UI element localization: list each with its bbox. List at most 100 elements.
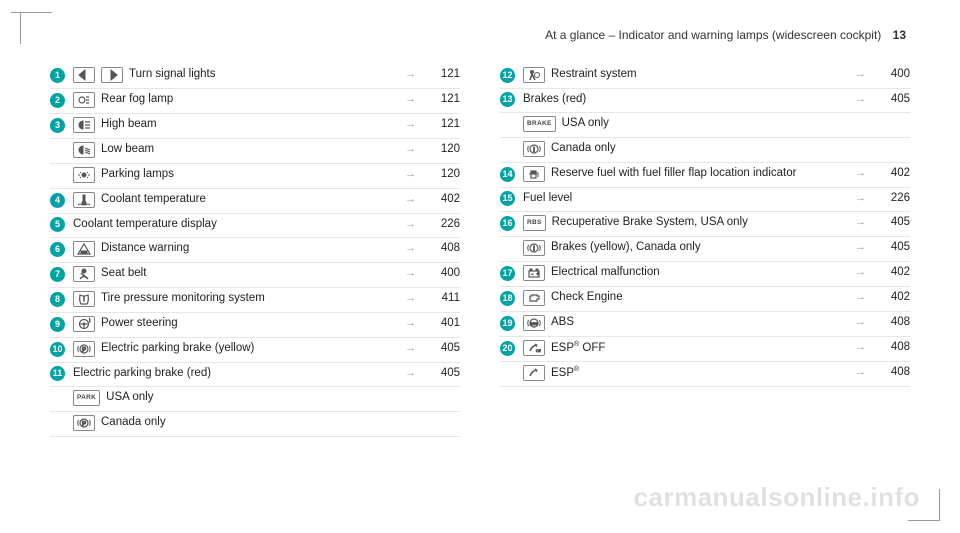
item-label: ESP® bbox=[551, 366, 855, 381]
parking-lamps-icon bbox=[73, 167, 95, 183]
item-page-ref: 121 bbox=[428, 93, 460, 107]
page-ref-arrow-icon: → bbox=[405, 218, 416, 231]
rear-fog-icon bbox=[73, 92, 95, 108]
item-page-ref: 408 bbox=[878, 341, 910, 355]
page-ref-arrow-icon: → bbox=[405, 93, 416, 106]
item-number-circle bbox=[500, 142, 515, 157]
item-page-ref: 402 bbox=[428, 193, 460, 207]
item-number-circle bbox=[500, 117, 515, 132]
page-ref-arrow-icon: → bbox=[405, 267, 416, 280]
fuel-flap-icon bbox=[523, 166, 545, 182]
list-row: 19ABS→408 bbox=[500, 312, 910, 337]
page-ref-arrow-icon: → bbox=[405, 118, 416, 131]
list-row: Canada only bbox=[50, 412, 460, 437]
page-ref-arrow-icon: → bbox=[855, 316, 866, 329]
item-label: Rear fog lamp bbox=[101, 93, 405, 107]
list-row: 4Coolant temperature→402 bbox=[50, 189, 460, 214]
item-page-ref: 408 bbox=[428, 242, 460, 256]
item-label: Coolant temperature display bbox=[73, 218, 405, 232]
item-label: Recuperative Brake System, USA only bbox=[552, 216, 855, 230]
item-label: High beam bbox=[101, 118, 405, 132]
list-row: 15Fuel level→226 bbox=[500, 188, 910, 212]
page-ref-arrow-icon: → bbox=[405, 143, 416, 156]
corner-decoration-top-left bbox=[20, 12, 52, 44]
item-number-circle: 18 bbox=[500, 291, 515, 306]
right-column: 12 Restraint system → 400 13 Brakes (red) → 405… bbox=[500, 64, 910, 437]
left-column: 1Turn signal lights→1212Rear fog lamp→12… bbox=[50, 64, 460, 437]
page-ref-arrow-icon: → bbox=[855, 366, 866, 379]
item-number-circle bbox=[50, 168, 65, 183]
item-number-circle bbox=[500, 366, 515, 381]
low-beam-icon bbox=[73, 142, 95, 158]
page-ref-arrow-icon: → bbox=[405, 292, 416, 305]
list-row: 14 Reserve fuel with fuel filler flap loc… bbox=[500, 163, 910, 188]
item-page-ref: 121 bbox=[428, 118, 460, 132]
list-row: Parking lamps→120 bbox=[50, 164, 460, 189]
item-label: Low beam bbox=[101, 143, 405, 157]
brake-circle-ex-icon bbox=[523, 141, 545, 157]
item-label: Fuel level bbox=[523, 192, 855, 206]
list-row: 18 Check Engine→ 402 bbox=[500, 287, 910, 312]
list-row: 7Seat belt→400 bbox=[50, 263, 460, 288]
list-row: Brakes (yellow), Canada only→ 405 bbox=[500, 237, 910, 262]
item-page-ref: 402 bbox=[878, 167, 910, 181]
item-label: Check Engine bbox=[551, 291, 855, 305]
item-page-ref: 405 bbox=[428, 367, 460, 381]
page-ref-arrow-icon: → bbox=[405, 342, 416, 355]
brake-circle-icon bbox=[73, 415, 95, 431]
list-row: 9Power steering→401 bbox=[50, 313, 460, 338]
item-number-circle: 17 bbox=[500, 266, 515, 281]
item-label: Power steering bbox=[101, 317, 405, 331]
item-number-circle: 3 bbox=[50, 118, 65, 133]
item-page-ref: 226 bbox=[878, 192, 910, 206]
item-number-circle: 8 bbox=[50, 292, 65, 307]
item-label: Coolant temperature bbox=[101, 193, 405, 207]
page-ref-arrow-icon: → bbox=[855, 291, 866, 304]
list-row: 6Distance warning→408 bbox=[50, 238, 460, 263]
list-row: 17Electrical malfunction→402 bbox=[500, 262, 910, 287]
page-ref-arrow-icon: → bbox=[855, 192, 866, 205]
item-label: Restraint system bbox=[551, 68, 855, 82]
item-label: Brakes (red) bbox=[523, 93, 855, 107]
item-number-circle: 12 bbox=[500, 68, 515, 83]
item-label: Distance warning bbox=[101, 242, 405, 256]
page-ref-arrow-icon: → bbox=[855, 167, 866, 180]
item-page-ref: 405 bbox=[878, 241, 910, 255]
item-number-circle: 4 bbox=[50, 193, 65, 208]
page-ref-arrow-icon: → bbox=[855, 341, 866, 354]
item-page-ref: 400 bbox=[428, 267, 460, 281]
page-ref-arrow-icon: → bbox=[855, 241, 866, 254]
header-title: At a glance – Indicator and warning lamp… bbox=[545, 28, 881, 42]
power-steering-icon bbox=[73, 316, 95, 332]
item-page-ref: 400 bbox=[878, 68, 910, 82]
brake-text-icon: BRAKE bbox=[523, 116, 556, 132]
watermark-text: carmanualsonline.info bbox=[634, 482, 920, 513]
battery-icon bbox=[523, 265, 545, 281]
page-ref-arrow-icon: → bbox=[405, 317, 416, 330]
item-page-ref: 401 bbox=[428, 317, 460, 331]
abs-icon bbox=[523, 315, 545, 331]
item-label: Electric parking brake (red) bbox=[73, 367, 405, 381]
item-label: Canada only bbox=[551, 142, 910, 156]
item-number-circle bbox=[50, 416, 65, 431]
item-page-ref: 402 bbox=[878, 291, 910, 305]
header-page-number: 13 bbox=[893, 28, 906, 42]
item-label: Turn signal lights bbox=[129, 68, 405, 82]
item-page-ref: 226 bbox=[428, 218, 460, 232]
item-page-ref: 408 bbox=[878, 366, 910, 380]
item-number-circle: 14 bbox=[500, 167, 515, 182]
columns: 1Turn signal lights→1212Rear fog lamp→12… bbox=[50, 64, 910, 437]
item-label: Brakes (yellow), Canada only bbox=[551, 241, 855, 255]
list-row: 5Coolant temperature display→226 bbox=[50, 214, 460, 238]
item-label: USA only bbox=[106, 391, 460, 405]
page-ref-arrow-icon: → bbox=[855, 216, 866, 229]
high-beam-icon bbox=[73, 117, 95, 133]
list-row: 16RBSRecuperative Brake System, USA only… bbox=[500, 212, 910, 237]
corner-decoration-bottom-right bbox=[908, 489, 940, 521]
item-label: Reserve fuel with fuel filler flap locat… bbox=[551, 167, 855, 181]
item-number-circle: 13 bbox=[500, 92, 515, 107]
item-page-ref: 408 bbox=[878, 316, 910, 330]
distance-warning-icon bbox=[73, 241, 95, 257]
list-row: 10Electric parking brake (yellow)→405 bbox=[50, 338, 460, 363]
page-header: At a glance – Indicator and warning lamp… bbox=[50, 28, 910, 42]
